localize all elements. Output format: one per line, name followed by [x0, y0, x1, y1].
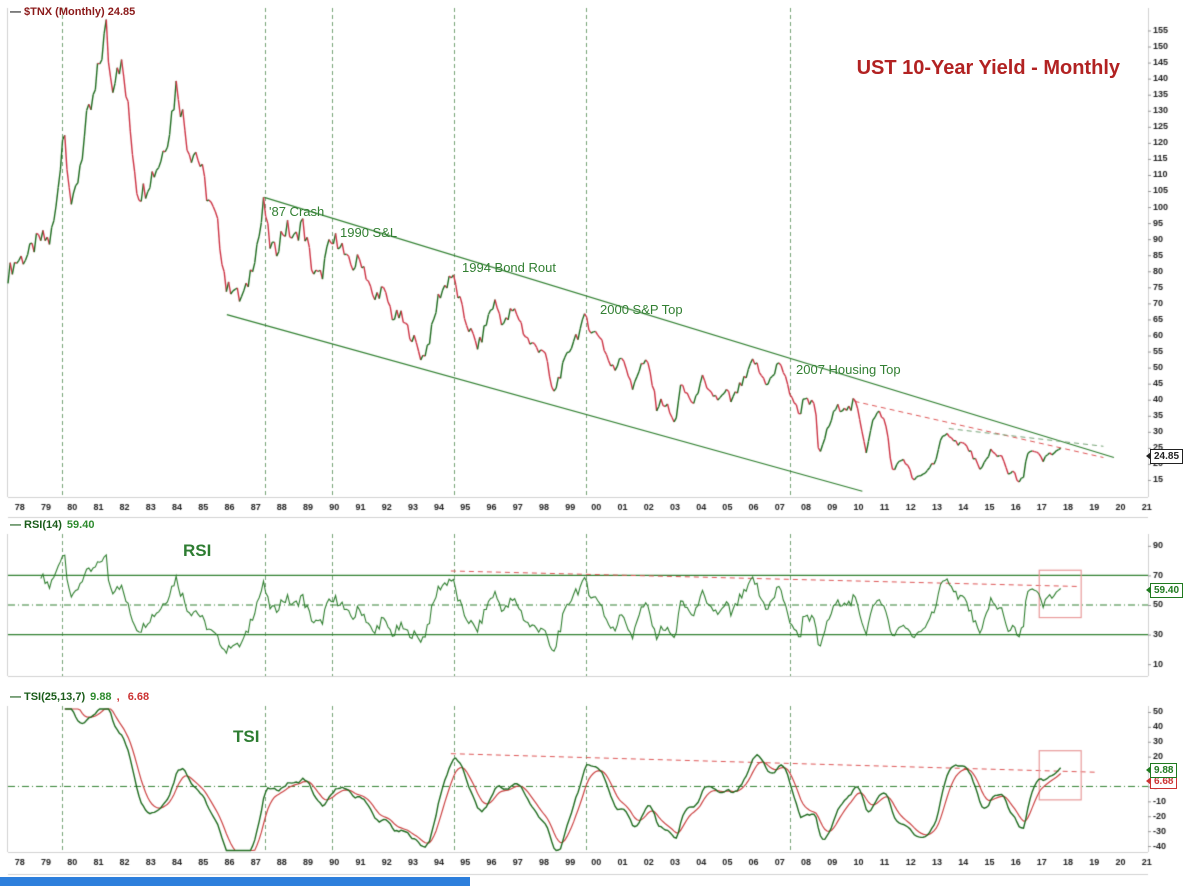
line-sample-icon: —	[10, 691, 21, 703]
rsi-legend-value: 59.40	[66, 519, 95, 531]
annotation-87-crash: '87 Crash	[269, 204, 325, 219]
main-legend: — $TNX (Monthly) 24.85	[10, 6, 135, 18]
tsi-legend-separator: ,	[116, 691, 123, 703]
rsi-value-tag: 59.40	[1145, 583, 1184, 598]
annotation-2007-housing-top: 2007 Housing Top	[796, 362, 901, 377]
line-sample-icon: —	[10, 519, 21, 531]
annotation-1994-bond-rout: 1994 Bond Rout	[462, 260, 556, 275]
main-legend-text: $TNX (Monthly) 24.85	[24, 6, 136, 18]
tsi-panel-title: TSI	[233, 727, 260, 746]
annotation-1990-sl: 1990 S&L	[340, 225, 398, 240]
tsi-legend-label: TSI(25,13,7)	[24, 691, 86, 703]
line-sample-icon: —	[10, 6, 21, 18]
tsi-value-tag: 9.88	[1145, 763, 1178, 778]
price-value-tag: 24.85	[1145, 449, 1184, 464]
tsi-legend-value: 9.88	[90, 691, 112, 703]
chart-title: UST 10-Year Yield - Monthly	[856, 57, 1120, 79]
tsi-legend-signal-value: 6.68	[127, 691, 150, 703]
rsi-panel-title: RSI	[183, 541, 212, 560]
rsi-legend-label: RSI(14)	[24, 519, 62, 531]
tsi-legend: — TSI(25,13,7) 9.88, 6.68	[10, 691, 149, 703]
annotation-2000-sp-top: 2000 S&P Top	[600, 302, 683, 317]
bottom-blue-strip	[0, 877, 470, 886]
rsi-legend: — RSI(14) 59.40	[10, 519, 94, 531]
